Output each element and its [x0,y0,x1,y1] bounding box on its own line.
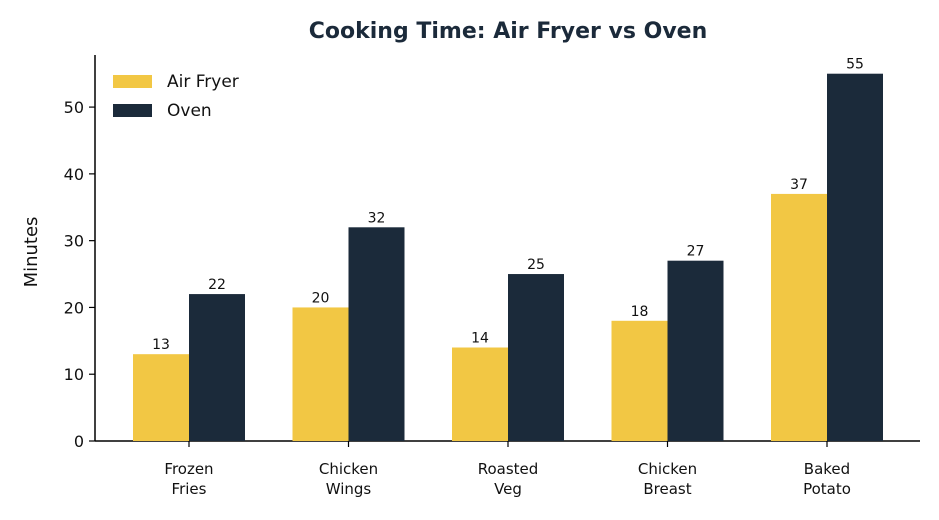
y-tick-label: 20 [64,298,84,317]
x-tick-label: Roasted Veg [477,460,539,498]
legend-label: Oven [167,101,212,121]
y-axis-label: Minutes [21,217,42,288]
chart-title: Cooking Time: Air Fryer vs Oven [309,19,708,44]
data-label: 20 [312,290,330,306]
y-tick-label: 50 [64,98,84,117]
y-tick-label: 10 [64,365,84,384]
y-tick-label: 40 [64,165,84,184]
legend-swatch [113,75,152,88]
data-label: 13 [152,337,170,353]
bar [292,307,349,441]
bar [133,354,189,441]
x-tick-label: Chicken Breast [637,460,698,498]
bar [667,260,724,441]
x-tick-label: Baked Potato [803,460,851,498]
data-label: 18 [631,304,649,320]
bar [189,294,245,441]
legend-swatch [113,104,152,117]
bar [827,73,883,441]
x-tick-label: Chicken Wings [318,460,379,498]
y-tick-label: 30 [64,232,84,251]
data-label: 25 [527,257,545,273]
bar [452,347,508,441]
data-label: 37 [790,177,808,193]
data-label: 14 [471,331,489,347]
data-label: 55 [846,57,864,73]
data-label: 27 [687,244,705,260]
bar [348,227,405,441]
bar [771,193,827,441]
data-label: 22 [208,277,226,293]
legend-label: Air Fryer [167,72,239,92]
bar [611,320,668,441]
x-tick-label: Frozen Fries [164,460,214,498]
data-label: 32 [368,210,386,226]
bar [508,274,564,441]
y-tick-label: 0 [74,432,84,451]
